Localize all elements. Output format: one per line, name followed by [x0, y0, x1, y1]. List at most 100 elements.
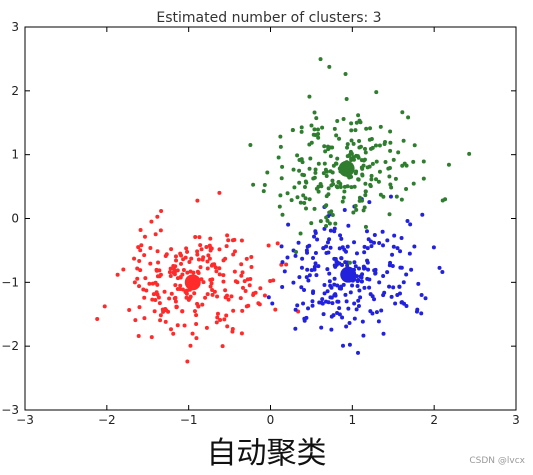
- scatter-point: [392, 233, 397, 238]
- x-tick-label: −2: [98, 413, 116, 427]
- scatter-point: [210, 288, 215, 293]
- scatter-point: [359, 165, 364, 170]
- scatter-point: [347, 321, 352, 326]
- scatter-point: [352, 240, 357, 245]
- scatter-point: [390, 252, 395, 257]
- scatter-point: [314, 116, 319, 121]
- scatter-point: [328, 245, 333, 250]
- scatter-point: [391, 285, 396, 290]
- y-tick-label: 2: [11, 84, 19, 98]
- scatter-point: [322, 161, 327, 166]
- scatter-point: [345, 142, 350, 147]
- scatter-point: [200, 302, 205, 307]
- scatter-point: [217, 247, 222, 252]
- scatter-point: [240, 270, 245, 275]
- scatter-point: [324, 223, 329, 228]
- scatter-point: [352, 184, 357, 189]
- scatter-point: [423, 296, 428, 301]
- scatter-point: [210, 292, 215, 297]
- scatter-point: [293, 326, 298, 331]
- scatter-point: [400, 163, 405, 168]
- scatter-point: [347, 342, 352, 347]
- scatter-point: [327, 64, 332, 69]
- scatter-point: [187, 296, 192, 301]
- scatter-point: [185, 270, 190, 275]
- scatter-point: [207, 243, 212, 248]
- scatter-point: [232, 269, 237, 274]
- y-tick-label: 1: [11, 148, 19, 162]
- scatter-point: [138, 248, 143, 253]
- scatter-point: [198, 243, 203, 248]
- scatter-point: [385, 238, 390, 243]
- scatter-point: [379, 308, 384, 313]
- scatter-point: [249, 265, 254, 270]
- scatter-point: [354, 120, 359, 125]
- scatter-point: [314, 273, 319, 278]
- scatter-point: [149, 219, 154, 224]
- scatter-point: [357, 288, 362, 293]
- scatter-point: [280, 212, 285, 217]
- scatter-point: [325, 144, 330, 149]
- scatter-point: [443, 197, 448, 202]
- scatter-point: [320, 125, 325, 130]
- scatter-point: [388, 140, 393, 145]
- scatter-point: [369, 173, 374, 178]
- scatter-point: [156, 260, 161, 265]
- scatter-point: [205, 292, 210, 297]
- scatter-point: [399, 236, 404, 241]
- scatter-point: [291, 167, 296, 172]
- scatter-point: [360, 319, 365, 324]
- scatter-point: [381, 243, 385, 248]
- scatter-point: [246, 303, 251, 308]
- scatter-point: [369, 137, 374, 142]
- x-tick-label: −1: [180, 413, 198, 427]
- scatter-point: [153, 298, 158, 303]
- scatter-point: [343, 260, 348, 265]
- scatter-point: [310, 299, 315, 304]
- scatter-point: [363, 150, 368, 155]
- scatter-point: [136, 245, 141, 250]
- scatter-point: [292, 185, 297, 190]
- scatter-point: [370, 161, 375, 166]
- scatter-point: [171, 331, 176, 336]
- cluster-center: [184, 274, 201, 291]
- scatter-point: [343, 72, 348, 77]
- scatter-point: [161, 309, 166, 314]
- scatter-point: [388, 129, 393, 134]
- scatter-point: [294, 249, 298, 254]
- cluster-center: [338, 160, 355, 177]
- scatter-point: [370, 294, 375, 299]
- scatter-point: [373, 143, 378, 148]
- scatter-point: [356, 298, 361, 303]
- scatter-point: [362, 244, 367, 249]
- scatter-point: [286, 222, 291, 227]
- scatter-point: [337, 246, 342, 251]
- scatter-point: [302, 184, 307, 189]
- scatter-point: [215, 311, 220, 316]
- scatter-point: [387, 165, 392, 170]
- scatter-point: [225, 233, 230, 238]
- scatter-point: [334, 133, 339, 138]
- scatter-point: [127, 307, 132, 312]
- scatter-point: [340, 199, 345, 204]
- scatter-point: [321, 312, 326, 317]
- scatter-point: [353, 264, 358, 269]
- scatter-point: [174, 304, 179, 309]
- scatter-point: [350, 283, 355, 288]
- scatter-point: [332, 226, 337, 231]
- scatter-point: [361, 158, 366, 163]
- scatter-point: [411, 159, 416, 164]
- scatter-point: [316, 132, 321, 137]
- scatter-point: [136, 333, 141, 338]
- scatter-point: [412, 244, 417, 249]
- scatter-point: [467, 151, 472, 156]
- scatter-point: [404, 272, 409, 277]
- scatter-point: [335, 185, 340, 190]
- scatter-point: [372, 297, 377, 302]
- scatter-point: [344, 299, 349, 304]
- scatter-point: [342, 189, 347, 194]
- scatter-point: [330, 145, 335, 150]
- scatter-point: [201, 255, 206, 260]
- scatter-point: [372, 240, 376, 245]
